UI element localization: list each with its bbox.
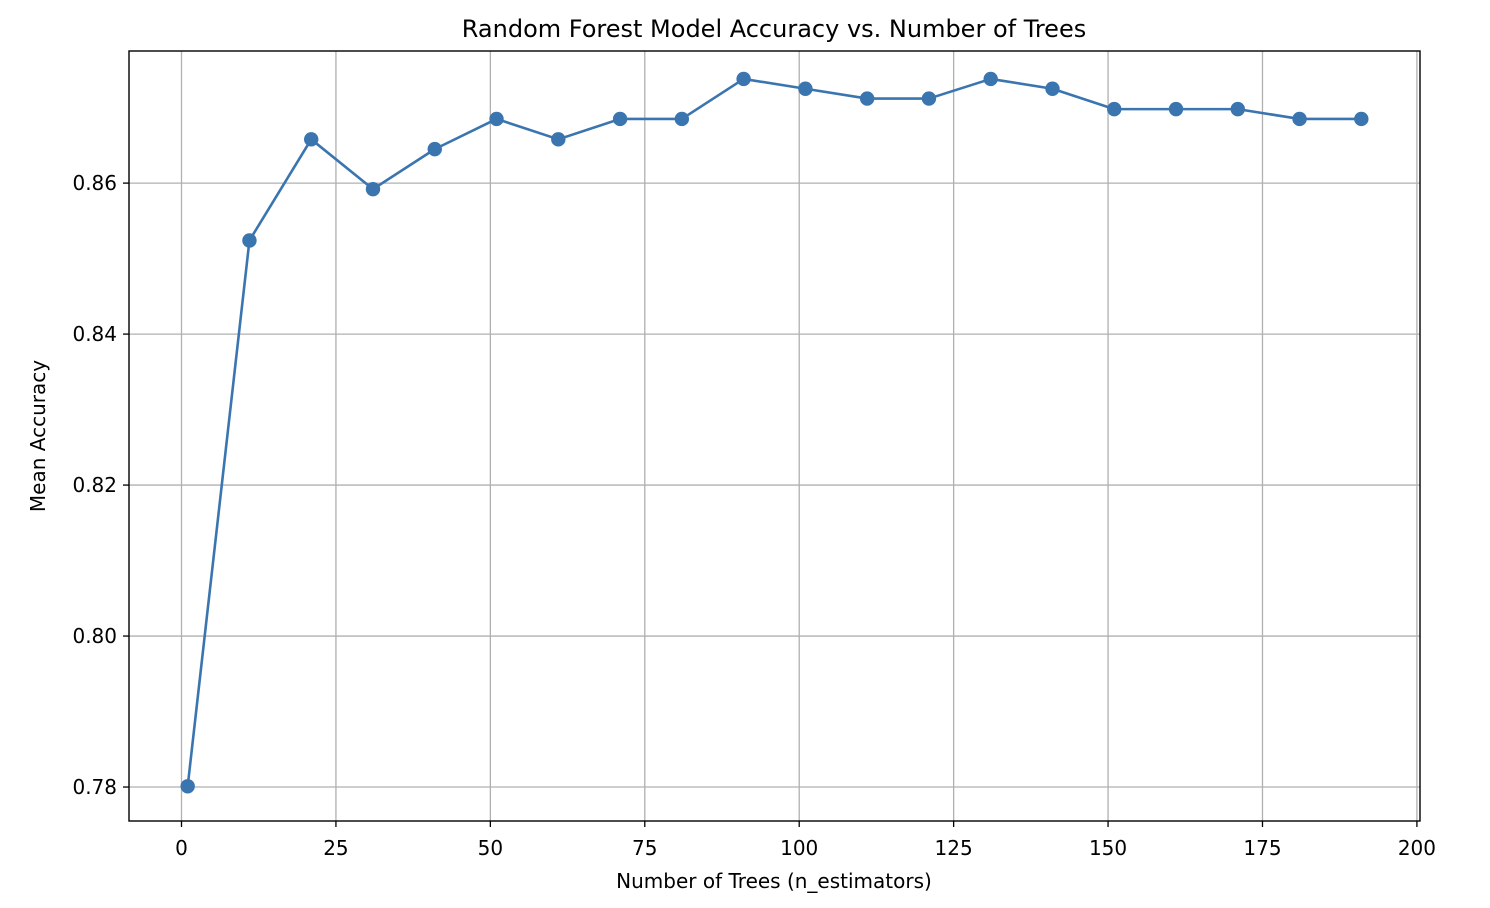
data-point [304,132,319,147]
x-tick-label: 0 [175,836,188,860]
data-point [427,141,442,157]
plot-frame [128,50,1421,822]
x-tick-label: 125 [935,836,973,860]
data-point [489,111,504,127]
y-tick-label: 0.78 [72,775,117,799]
x-tick-label: 50 [478,836,503,860]
x-tick-label: 150 [1089,836,1127,860]
data-point [365,181,381,197]
ticks: 0 25 50 75 100 125 150 175 200 0.78 0.80 0.82 0.84 0.… [72,171,1436,860]
data-point [736,71,751,87]
data-point [798,81,813,96]
data-point [674,111,690,127]
y-axis-label: Mean Accuracy [26,360,50,512]
data-layer [180,71,1369,794]
data-point [242,233,257,248]
data-point [1107,101,1122,117]
x-tick-label: 25 [323,836,348,860]
data-point [983,71,998,87]
data-point [1354,111,1369,127]
x-tick-label: 75 [632,836,657,860]
y-tick-label: 0.80 [72,624,117,648]
data-point [921,91,937,106]
series-line [186,77,1362,787]
data-point [1045,81,1060,96]
x-tick-label: 175 [1243,836,1281,860]
data-point [180,779,195,794]
y-tick-label: 0.86 [72,171,117,195]
grid [129,51,1420,821]
x-tick-label: 100 [780,836,818,860]
data-point [1230,101,1245,117]
chart-title: Random Forest Model Accuracy vs. Number … [462,15,1086,43]
data-point [859,91,875,106]
x-axis-label: Number of Trees (n_estimators) [616,869,932,893]
y-tick-label: 0.84 [72,322,117,346]
x-tick-label: 200 [1398,836,1436,860]
y-tick-label: 0.82 [72,473,117,497]
data-point [1168,101,1184,117]
data-point [1292,111,1307,127]
data-point [551,132,566,147]
data-point [612,111,628,127]
